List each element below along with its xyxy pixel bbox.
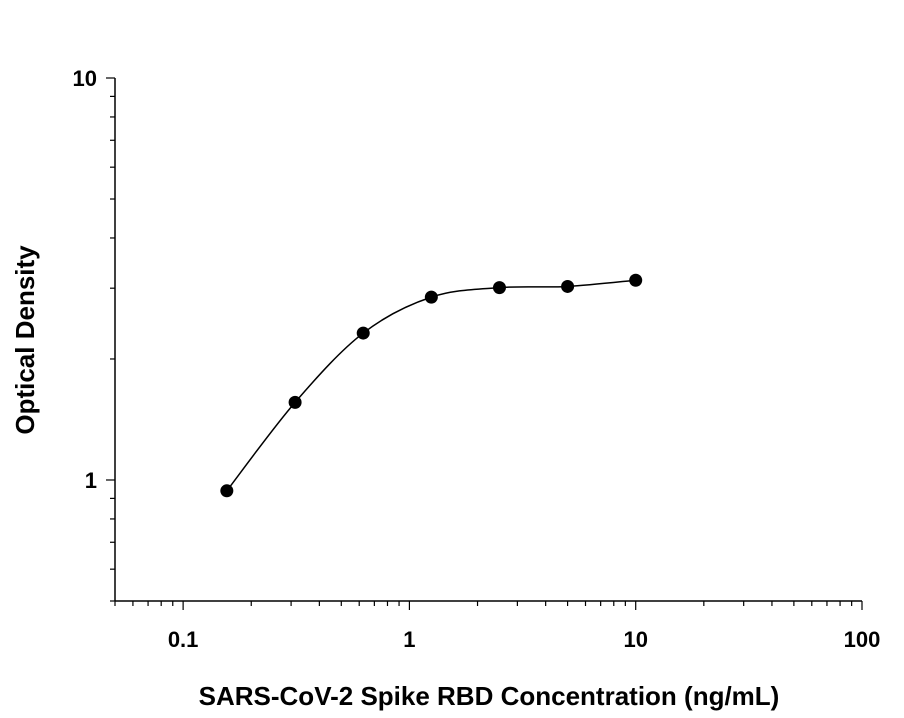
x-axis-title: SARS-CoV-2 Spike RBD Concentration (ng/m…: [199, 681, 780, 711]
data-point: [424, 290, 438, 304]
data-points: [220, 273, 643, 498]
y-tick-label: 10: [73, 66, 97, 91]
x-tick-label: 10: [623, 627, 647, 652]
y-axis-title: Optical Density: [10, 245, 40, 435]
x-tick-label: 1: [403, 627, 415, 652]
y-tick-label: 1: [85, 468, 97, 493]
data-point: [629, 273, 643, 287]
fit-curve: [226, 279, 636, 492]
data-point: [220, 484, 234, 498]
x-tick-label: 100: [844, 627, 881, 652]
x-tick-label: 0.1: [168, 627, 199, 652]
ticks: [106, 77, 863, 610]
axes: [114, 78, 862, 602]
data-point: [356, 326, 370, 340]
tick-labels: 0.1 1 10 100 1 10: [73, 66, 881, 652]
data-point: [561, 279, 575, 293]
data-point: [492, 281, 506, 295]
data-point: [288, 395, 302, 409]
